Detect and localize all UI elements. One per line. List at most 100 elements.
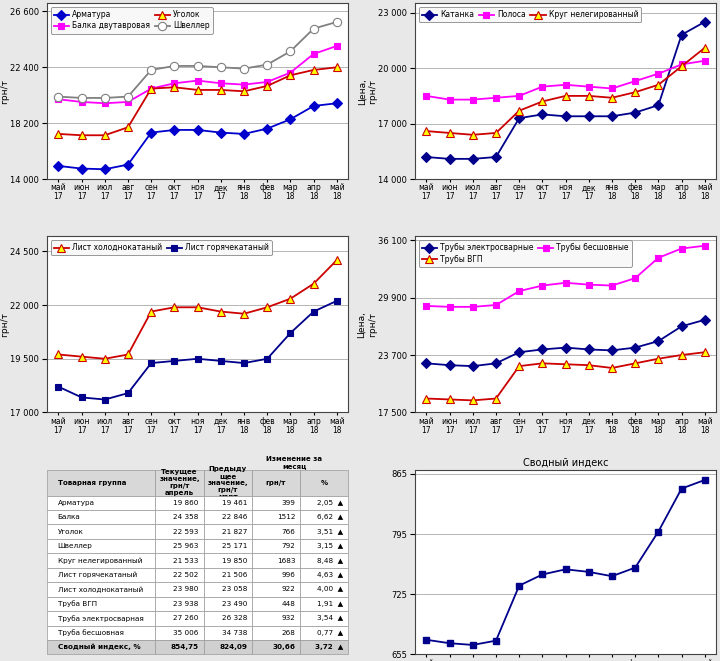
Трубы электросварные bbox=[631, 344, 639, 352]
Балка двутавровая bbox=[124, 98, 132, 106]
Трубы бесшовные bbox=[469, 303, 477, 311]
Трубы ВГП bbox=[654, 355, 662, 363]
Балка двутавровая bbox=[193, 77, 202, 85]
Лист горячекатаный bbox=[240, 359, 248, 367]
Трубы бесшовные bbox=[678, 245, 686, 253]
Лист горячекатаный bbox=[101, 395, 109, 403]
Балка двутавровая bbox=[101, 99, 109, 107]
Трубы электросварные bbox=[585, 346, 593, 354]
Швеллер bbox=[124, 93, 132, 100]
Швеллер bbox=[310, 24, 318, 32]
Line: Трубы бесшовные: Трубы бесшовные bbox=[423, 243, 708, 310]
Трубы электросварные bbox=[654, 337, 662, 345]
Арматура bbox=[217, 129, 225, 137]
Трубы электросварные bbox=[515, 348, 523, 356]
Лист холоднокатаный bbox=[193, 303, 202, 311]
Балка двутавровая bbox=[333, 42, 341, 50]
Круг нелегированный bbox=[515, 107, 523, 115]
Трубы ВГП bbox=[678, 351, 686, 359]
Катанка bbox=[469, 155, 477, 163]
Полоса bbox=[701, 57, 709, 65]
Лист холоднокатаный bbox=[54, 350, 63, 358]
Лист горячекатаный bbox=[170, 357, 179, 365]
Катанка bbox=[562, 112, 570, 120]
Line: Трубы ВГП: Трубы ВГП bbox=[422, 348, 709, 405]
Трубы ВГП bbox=[422, 395, 431, 403]
Лист горячекатаный bbox=[193, 355, 202, 363]
Круг нелегированный bbox=[678, 62, 686, 70]
Y-axis label: Цена,
грн/т: Цена, грн/т bbox=[0, 311, 9, 338]
Трубы ВГП bbox=[469, 397, 477, 405]
Катанка bbox=[631, 108, 639, 116]
Legend: Арматура, Балка двутавровая, Уголок, Швеллер: Арматура, Балка двутавровая, Уголок, Шве… bbox=[50, 7, 212, 34]
Круг нелегированный bbox=[445, 129, 454, 137]
Катанка bbox=[492, 153, 500, 161]
Title: Сводный индекс: Сводный индекс bbox=[523, 457, 608, 467]
Круг нелегированный bbox=[654, 81, 662, 89]
Трубы бесшовные bbox=[585, 281, 593, 289]
Швеллер bbox=[263, 61, 271, 69]
Лист холоднокатаный bbox=[286, 295, 294, 303]
Уголок bbox=[124, 124, 132, 132]
Трубы бесшовные bbox=[608, 282, 616, 290]
Трубы электросварные bbox=[422, 360, 431, 368]
Line: Лист холоднокатаный: Лист холоднокатаный bbox=[54, 256, 341, 363]
Катанка bbox=[515, 114, 523, 122]
Круг нелегированный bbox=[631, 88, 639, 96]
Лист холоднокатаный bbox=[77, 353, 86, 361]
Арматура bbox=[240, 130, 248, 138]
Катанка bbox=[585, 112, 593, 120]
Лист холоднокатаный bbox=[240, 310, 248, 318]
Line: Арматура: Арматура bbox=[55, 100, 341, 173]
Legend: Лист холоднокатаный, Лист горячекатаный: Лист холоднокатаный, Лист горячекатаный bbox=[50, 241, 272, 255]
Катанка bbox=[701, 18, 709, 26]
Legend: Катанка, Полоса, Круг нелегированный: Катанка, Полоса, Круг нелегированный bbox=[418, 7, 642, 22]
Line: Круг нелегированный: Круг нелегированный bbox=[422, 44, 709, 139]
Круг нелегированный bbox=[492, 129, 500, 137]
Арматура bbox=[54, 162, 63, 170]
Уголок bbox=[217, 86, 225, 94]
Line: Катанка: Катанка bbox=[423, 19, 708, 163]
Полоса bbox=[492, 94, 500, 102]
Круг нелегированный bbox=[585, 92, 593, 100]
Трубы бесшовные bbox=[538, 282, 546, 290]
Швеллер bbox=[147, 66, 156, 74]
Арматура bbox=[147, 129, 156, 137]
Лист горячекатаный bbox=[147, 359, 156, 367]
Уголок bbox=[263, 82, 271, 90]
Лист холоднокатаный bbox=[333, 256, 341, 264]
Лист горячекатаный bbox=[124, 389, 132, 397]
Круг нелегированный bbox=[538, 97, 546, 105]
Лист горячекатаный bbox=[54, 383, 63, 391]
Трубы электросварные bbox=[538, 346, 546, 354]
Балка двутавровая bbox=[240, 81, 248, 89]
Уголок bbox=[170, 83, 179, 91]
Балка двутавровая bbox=[217, 79, 225, 87]
Y-axis label: Цена,
грн/т: Цена, грн/т bbox=[357, 311, 377, 338]
Полоса bbox=[631, 77, 639, 85]
Line: Полоса: Полоса bbox=[423, 58, 708, 103]
Трубы бесшовные bbox=[701, 242, 709, 250]
Legend: Трубы электросварные, Трубы ВГП, Трубы бесшовные: Трубы электросварные, Трубы ВГП, Трубы б… bbox=[418, 241, 632, 266]
Трубы бесшовные bbox=[445, 303, 454, 311]
Катанка bbox=[608, 112, 616, 120]
Трубы бесшовные bbox=[492, 301, 500, 309]
Катанка bbox=[445, 155, 454, 163]
Трубы бесшовные bbox=[654, 254, 662, 262]
Арматура bbox=[170, 126, 179, 134]
Швеллер bbox=[193, 62, 202, 70]
Полоса bbox=[422, 92, 431, 100]
Трубы электросварные bbox=[701, 316, 709, 324]
Лист холоднокатаный bbox=[170, 303, 179, 311]
Уголок bbox=[333, 63, 341, 71]
Круг нелегированный bbox=[469, 131, 477, 139]
Швеллер bbox=[240, 65, 248, 73]
Уголок bbox=[193, 86, 202, 94]
Лист горячекатаный bbox=[217, 357, 225, 365]
Лист горячекатаный bbox=[77, 393, 86, 401]
Трубы бесшовные bbox=[515, 287, 523, 295]
Уголок bbox=[54, 130, 63, 138]
Круг нелегированный bbox=[422, 127, 431, 135]
Арматура bbox=[310, 102, 318, 110]
Швеллер bbox=[54, 93, 63, 100]
